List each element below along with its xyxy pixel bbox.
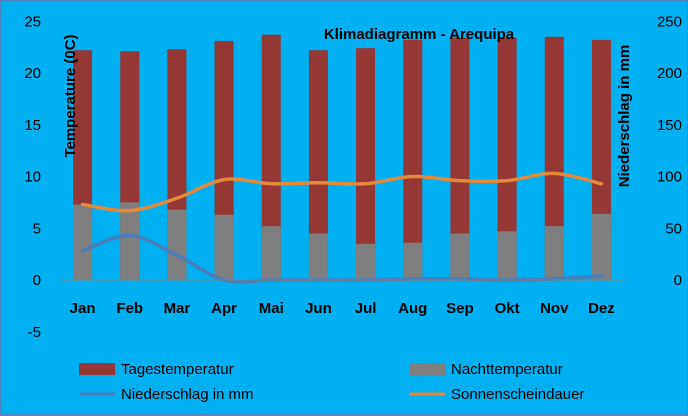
y2-tick-label: 200 (657, 65, 682, 82)
y2-axis-label: Niederschlag in mm (616, 45, 633, 188)
bar-nachttemperatur (450, 233, 470, 280)
bar-nachttemperatur (591, 213, 611, 280)
y-tick-label: 15 (24, 117, 41, 134)
bar-tagestemperatur (450, 37, 470, 281)
legend-label: Nachttemperatur (451, 361, 563, 378)
x-tick-label: Dez (588, 300, 615, 317)
bar-nachttemperatur (214, 214, 234, 280)
line-sonnenscheindauer (80, 171, 604, 213)
x-tick-label: Jan (70, 300, 96, 317)
bar-nachttemperatur (497, 231, 517, 280)
lines-layer (80, 171, 604, 284)
legend-label: Tagestemperatur (121, 361, 234, 378)
x-tick-label: Jul (355, 300, 377, 317)
ticks-layer: Jan Feb Mar Apr Mai Jun Jul Aug Sep Okt Nov Dez -5 0 5… (24, 13, 682, 341)
bar-nachttemperatur (356, 243, 376, 280)
bar-nachttemperatur (261, 226, 281, 280)
x-tick-label: Mar (164, 300, 191, 317)
legend-label: Sonnenscheindauer (451, 386, 584, 403)
x-tick-label: Jun (305, 300, 332, 317)
line-niederschlag-in-mm (80, 233, 604, 284)
bar-tagestemperatur (308, 50, 328, 281)
bars-layer (73, 34, 611, 281)
chart-title: Klimadiagramm - Arequipa (324, 26, 515, 43)
x-tick-label: Apr (211, 300, 237, 317)
y-tick-label: 25 (24, 13, 41, 30)
bar-nachttemperatur (120, 202, 140, 280)
y2-tick-label: 0 (674, 272, 682, 289)
y-tick-label: 20 (24, 65, 41, 82)
y-tick-label: 5 (33, 220, 41, 237)
x-tick-label: Sep (446, 300, 474, 317)
bar-tagestemperatur (544, 36, 564, 281)
bar-tagestemperatur (497, 37, 517, 281)
y2-tick-label: 150 (657, 117, 682, 134)
bar-nachttemperatur (403, 242, 423, 280)
y-tick-label: 0 (33, 272, 41, 289)
x-tick-label: Nov (540, 300, 569, 317)
bar-tagestemperatur (403, 39, 423, 280)
y2-tick-label: 250 (657, 13, 682, 30)
bar-nachttemperatur (544, 226, 564, 280)
x-tick-label: Aug (398, 300, 427, 317)
bar-tagestemperatur (356, 48, 376, 280)
legend-label: Niederschlag in mm (121, 386, 254, 403)
legend-swatch (79, 363, 115, 375)
bar-nachttemperatur (73, 204, 93, 280)
y2-tick-label: 100 (657, 169, 682, 186)
legend-swatch (409, 363, 445, 375)
bar-nachttemperatur (167, 209, 187, 280)
y-axis-label: Temperature (0C) (62, 34, 79, 157)
x-tick-label: Feb (116, 300, 143, 317)
bar-nachttemperatur (308, 233, 328, 280)
x-tick-label: Mai (259, 300, 284, 317)
legend: Tagestemperatur Nachttemperatur Niederschl… (79, 361, 584, 403)
y-tick-label: 10 (24, 169, 41, 186)
x-tick-label: Okt (495, 300, 520, 317)
bar-tagestemperatur (261, 34, 281, 280)
y-tick-label: -5 (28, 324, 41, 341)
y2-tick-label: 50 (665, 220, 682, 237)
